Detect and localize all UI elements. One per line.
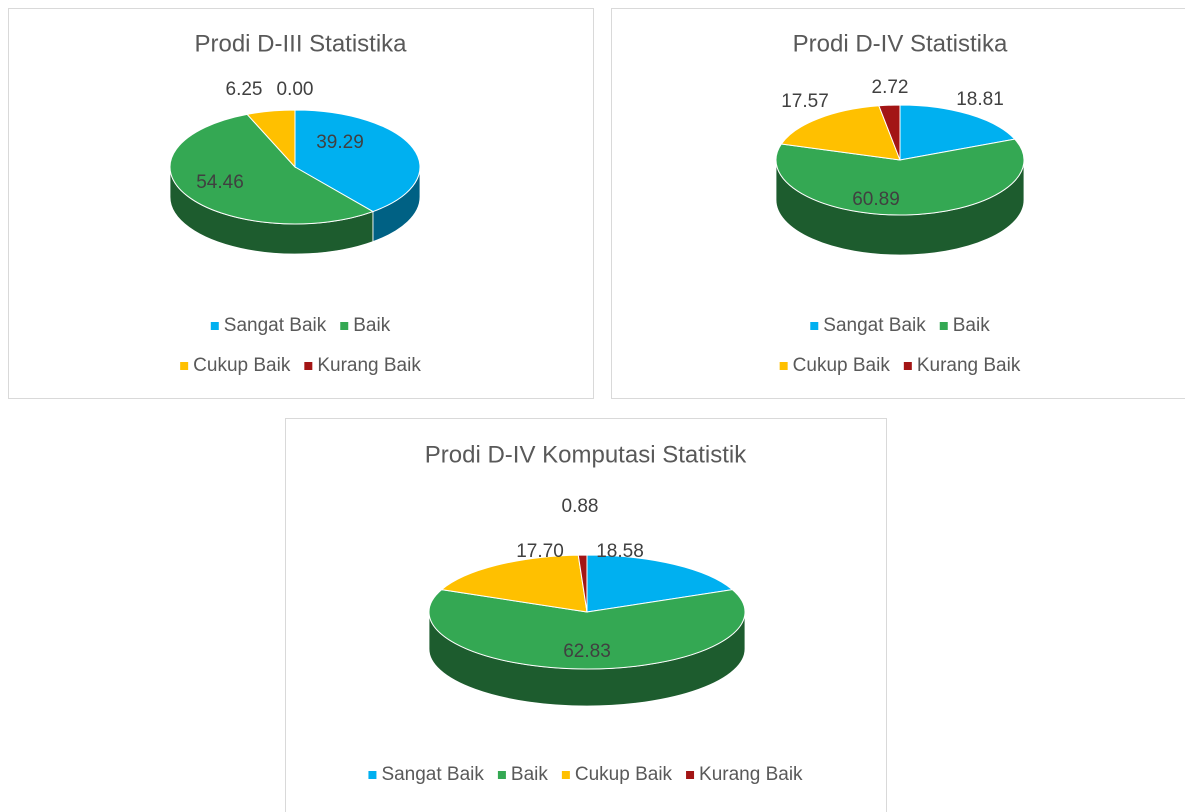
- data-label: 0.88: [562, 496, 599, 517]
- legend-row: Cukup Baik Kurang Baik: [779, 355, 1021, 376]
- data-label: 60.89: [852, 189, 900, 210]
- data-label: 18.81: [956, 89, 1004, 110]
- data-label: 54.46: [196, 172, 244, 193]
- chart-title: Prodi D-IV Komputasi Statistik: [425, 441, 747, 468]
- slice: [577, 554, 588, 613]
- legend-label: Baik: [953, 315, 990, 336]
- legend-swatch: [304, 362, 313, 370]
- legend-swatch: [561, 771, 570, 779]
- data-label: 17.57: [781, 91, 829, 112]
- data-label: 39.29: [316, 132, 364, 153]
- slice: [428, 589, 746, 670]
- legend-label: Baik: [353, 315, 390, 336]
- slice: [440, 554, 588, 613]
- legend-swatch: [210, 322, 219, 330]
- legend-swatch: [939, 322, 948, 330]
- slice: [899, 104, 1016, 161]
- legend-swatch: [180, 362, 189, 370]
- slice: [246, 109, 296, 169]
- legend-label: Sangat Baik: [823, 315, 926, 336]
- legend-swatch: [368, 771, 377, 779]
- data-label: 18.58: [596, 541, 644, 562]
- legend-label: Cukup Baik: [193, 355, 291, 376]
- slice: [169, 113, 375, 225]
- legend-label: Kurang Baik: [917, 355, 1021, 376]
- legend-row: Sangat Baik Baik: [810, 315, 990, 336]
- slice: [775, 138, 1025, 216]
- data-label: 6.25: [226, 79, 263, 100]
- data-label: 2.72: [872, 77, 909, 98]
- legend-swatch: [903, 362, 912, 370]
- legend-label: Kurang Baik: [317, 355, 421, 376]
- legend-label: Kurang Baik: [699, 764, 803, 785]
- legend-swatch: [810, 322, 819, 330]
- chart-title: Prodi D-IV Statistika: [793, 30, 1008, 57]
- legend-label: Cukup Baik: [793, 355, 891, 376]
- slice: [780, 105, 901, 161]
- legend-swatch: [497, 771, 506, 779]
- legend-swatch: [686, 771, 695, 779]
- slice: [586, 554, 734, 613]
- legend-row: Sangat Baik Baik Cukup Baik Kurang Baik: [368, 764, 803, 785]
- legend-label: Sangat Baik: [224, 315, 327, 336]
- chart-title: Prodi D-III Statistika: [194, 30, 407, 57]
- legend-label: Baik: [511, 764, 548, 785]
- legend-row: Cukup Baik Kurang Baik: [180, 355, 421, 376]
- slice: [294, 109, 421, 213]
- legend-swatch: [779, 362, 788, 370]
- data-label: 0.00: [277, 79, 314, 100]
- legend-swatch: [340, 322, 349, 330]
- slice: [878, 104, 901, 161]
- legend-label: Cukup Baik: [575, 764, 673, 785]
- data-label: 62.83: [563, 641, 611, 662]
- legend-row: Sangat Baik Baik: [210, 315, 391, 336]
- legend-label: Sangat Baik: [381, 764, 484, 785]
- data-label: 17.70: [516, 541, 564, 562]
